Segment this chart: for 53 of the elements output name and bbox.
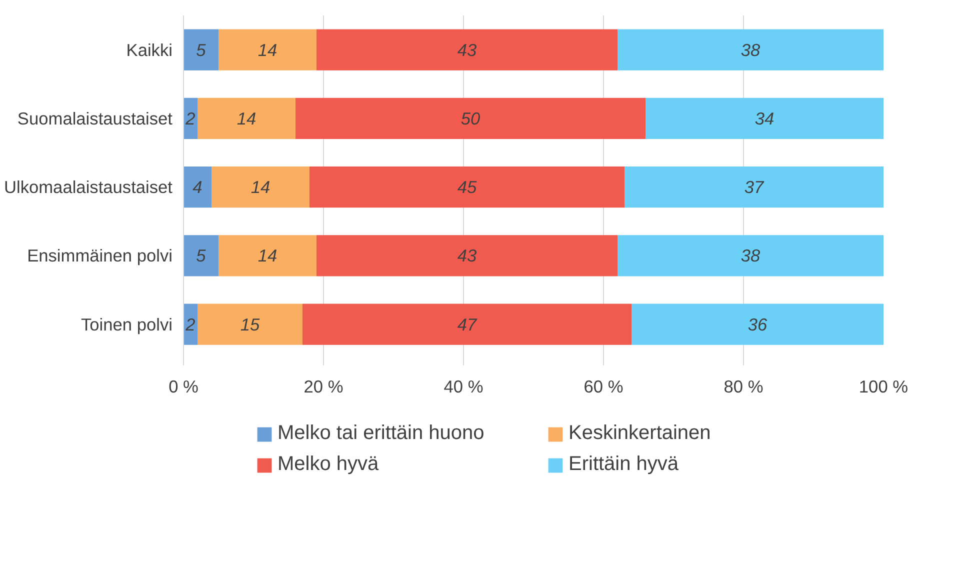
bar xyxy=(624,166,884,208)
legend-label: Keskinkertainen xyxy=(568,422,712,445)
data-label: 14 xyxy=(236,108,256,128)
bar xyxy=(316,235,618,276)
bar xyxy=(184,235,218,276)
data-label: 47 xyxy=(457,314,478,334)
x-tick-label: 60 % xyxy=(584,376,624,396)
bar xyxy=(184,166,212,208)
bar xyxy=(184,29,218,70)
data-label: 14 xyxy=(258,40,278,60)
data-label: 38 xyxy=(740,246,760,266)
data-label: 4 xyxy=(192,177,202,198)
x-tick-label: 20 % xyxy=(304,376,344,396)
bar xyxy=(302,304,632,345)
bar xyxy=(618,29,884,70)
data-label: 34 xyxy=(754,108,774,128)
data-label: 50 xyxy=(460,108,480,128)
y-tick-label: Toinen polvi xyxy=(80,314,172,334)
legend-label: Melko tai erittäin huono xyxy=(278,422,486,445)
data-label: 14 xyxy=(250,177,270,198)
data-label: 15 xyxy=(240,314,260,334)
data-label: 14 xyxy=(258,246,278,266)
bar xyxy=(296,98,646,140)
y-tick-label: Ensimmäinen polvi xyxy=(27,246,173,266)
data-label: 5 xyxy=(196,40,206,60)
bar xyxy=(198,98,296,140)
bar xyxy=(646,98,884,140)
bar xyxy=(316,29,618,70)
data-label: 38 xyxy=(740,40,760,60)
legend-label: Melko hyvä xyxy=(278,453,380,476)
bar xyxy=(218,29,316,70)
legend-label: Erittäin hyvä xyxy=(568,453,680,476)
x-tick-label: 100 % xyxy=(858,376,908,396)
data-label: 36 xyxy=(748,314,768,334)
bar xyxy=(218,235,316,276)
data-label: 2 xyxy=(184,314,196,334)
data-label: 2 xyxy=(184,108,196,128)
data-label: 5 xyxy=(196,246,206,266)
data-label: 43 xyxy=(457,40,477,60)
bar xyxy=(198,304,302,345)
bar xyxy=(310,166,624,208)
data-label: 43 xyxy=(457,246,477,266)
bar xyxy=(212,166,310,208)
data-label: 45 xyxy=(457,177,477,198)
x-tick-label: 0 % xyxy=(168,376,198,396)
y-tick-label: Kaikki xyxy=(126,40,173,60)
y-tick-label: Ulkomaalaistaustaiset xyxy=(4,177,173,198)
data-label: 37 xyxy=(744,177,765,198)
bar xyxy=(618,235,884,276)
x-tick-label: 80 % xyxy=(724,376,764,396)
bar xyxy=(632,304,884,345)
x-tick-label: 40 % xyxy=(444,376,484,396)
y-tick-label: Suomalaistaustaiset xyxy=(17,108,173,128)
